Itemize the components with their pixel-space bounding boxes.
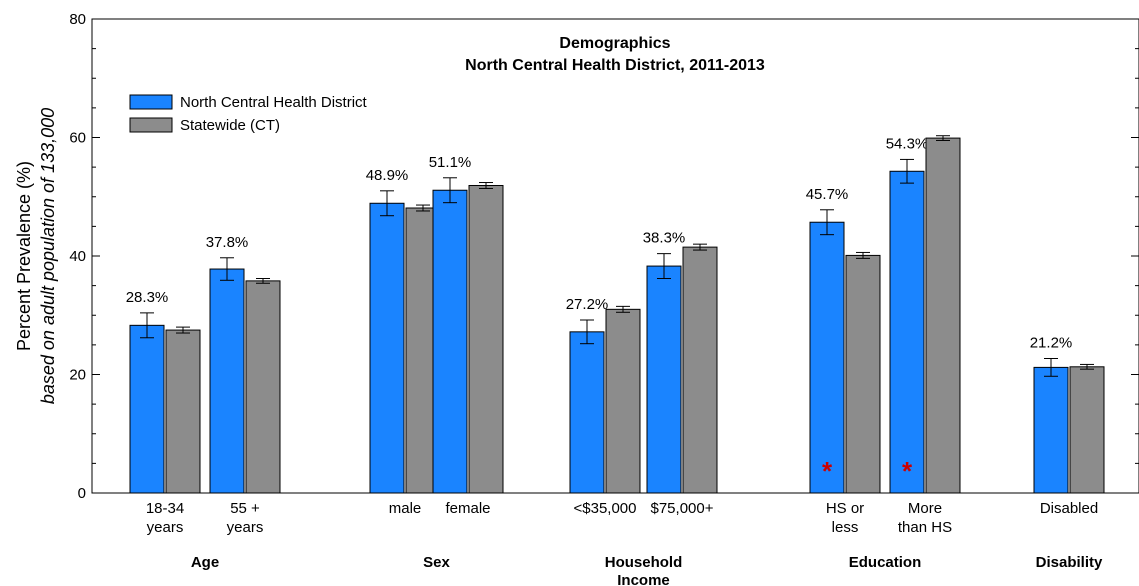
category-label: <$35,000 bbox=[574, 500, 637, 517]
district-data-label: 48.9% bbox=[366, 167, 409, 184]
chart-subtitle: North Central Health District, 2011-2013 bbox=[465, 57, 765, 74]
district-error-bar bbox=[220, 257, 234, 281]
district-data-label: 51.1% bbox=[429, 154, 472, 171]
category-label: 55 + bbox=[230, 500, 260, 517]
statewide-error-bar bbox=[416, 204, 430, 212]
district-error-bar bbox=[1044, 358, 1058, 377]
category-label: less bbox=[832, 519, 859, 536]
category-label: 18-34 bbox=[146, 500, 184, 517]
significance-marker: * bbox=[822, 456, 833, 486]
y-tick-label: 40 bbox=[69, 248, 86, 265]
statewide-error-bar bbox=[479, 182, 493, 189]
y-axis-title: Percent Prevalence (%) bbox=[14, 161, 34, 351]
legend: North Central Health District Statewide … bbox=[129, 94, 368, 134]
district-data-label: 54.3% bbox=[886, 135, 929, 152]
district-error-bar bbox=[140, 312, 154, 339]
statewide-bar bbox=[245, 280, 281, 494]
statewide-error-bar bbox=[936, 135, 950, 141]
y-tick-label: 80 bbox=[69, 11, 86, 28]
legend-swatch-district bbox=[129, 94, 173, 110]
district-bar bbox=[1033, 366, 1069, 494]
district-bar bbox=[809, 221, 845, 494]
district-error-bar bbox=[443, 177, 457, 204]
y-tick-label: 20 bbox=[69, 367, 86, 384]
district-bar bbox=[369, 202, 405, 494]
district-error-bar bbox=[657, 253, 671, 280]
district-data-label: 45.7% bbox=[806, 186, 849, 203]
district-data-label: 38.3% bbox=[643, 230, 686, 247]
district-data-label: 28.3% bbox=[126, 289, 169, 306]
district-data-label: 27.2% bbox=[566, 296, 609, 313]
category-label: than HS bbox=[898, 519, 952, 536]
category-label: HS or bbox=[826, 500, 864, 517]
group-label: Household bbox=[605, 554, 683, 571]
district-bar bbox=[129, 324, 165, 494]
group-label: Education bbox=[849, 554, 922, 571]
group-label: Age bbox=[191, 554, 219, 571]
y-axis: 0 20 40 60 80 bbox=[69, 11, 1139, 502]
category-label: years bbox=[227, 519, 264, 536]
category-label: male bbox=[389, 500, 422, 517]
statewide-bar bbox=[605, 308, 641, 494]
y-tick-label: 0 bbox=[78, 485, 86, 502]
category-label: female bbox=[445, 500, 490, 517]
group-label: Disability bbox=[1036, 554, 1103, 571]
statewide-bar bbox=[682, 246, 718, 494]
district-data-label: 37.8% bbox=[206, 234, 249, 251]
statewide-error-bar bbox=[616, 305, 630, 313]
category-label: Disabled bbox=[1040, 500, 1098, 517]
statewide-bar bbox=[165, 329, 201, 494]
group-label: Income bbox=[617, 572, 670, 586]
district-bar bbox=[432, 189, 468, 494]
category-label: $75,000+ bbox=[651, 500, 714, 517]
district-data-label: 21.2% bbox=[1030, 335, 1073, 352]
district-bar bbox=[209, 268, 245, 494]
district-bar bbox=[889, 170, 925, 494]
legend-label-statewide: Statewide (CT) bbox=[180, 117, 280, 134]
category-label: More bbox=[908, 500, 942, 517]
statewide-bar bbox=[925, 137, 961, 494]
category-label: years bbox=[147, 519, 184, 536]
group-label: Sex bbox=[423, 554, 450, 571]
statewide-bar bbox=[468, 184, 504, 494]
statewide-error-bar bbox=[256, 278, 270, 284]
legend-label-district: North Central Health District bbox=[180, 94, 368, 111]
statewide-bar bbox=[845, 254, 881, 494]
chart-title: Demographics bbox=[559, 35, 670, 52]
district-error-bar bbox=[380, 190, 394, 217]
statewide-error-bar bbox=[856, 251, 870, 259]
bars-layer: 28.3% 37.8% 48.9% 51.1% 27.2% 38.3% 45.7% * 54.3… bbox=[126, 135, 1105, 494]
statewide-error-bar bbox=[693, 243, 707, 251]
y-axis-subtitle: based on adult population of 133,000 bbox=[38, 108, 58, 404]
statewide-error-bar bbox=[1080, 363, 1094, 370]
statewide-error-bar bbox=[176, 326, 190, 334]
statewide-bar bbox=[1069, 366, 1105, 494]
legend-swatch-statewide bbox=[129, 117, 173, 133]
district-error-bar bbox=[900, 158, 914, 184]
district-error-bar bbox=[820, 209, 834, 236]
y-tick-label: 60 bbox=[69, 130, 86, 147]
significance-marker: * bbox=[902, 456, 913, 486]
district-error-bar bbox=[580, 319, 594, 345]
district-bar bbox=[569, 331, 605, 494]
district-bar bbox=[646, 265, 682, 494]
x-axis-labels: 18-34 years 55 + years Age male female Sex <$35,… bbox=[146, 500, 1103, 586]
